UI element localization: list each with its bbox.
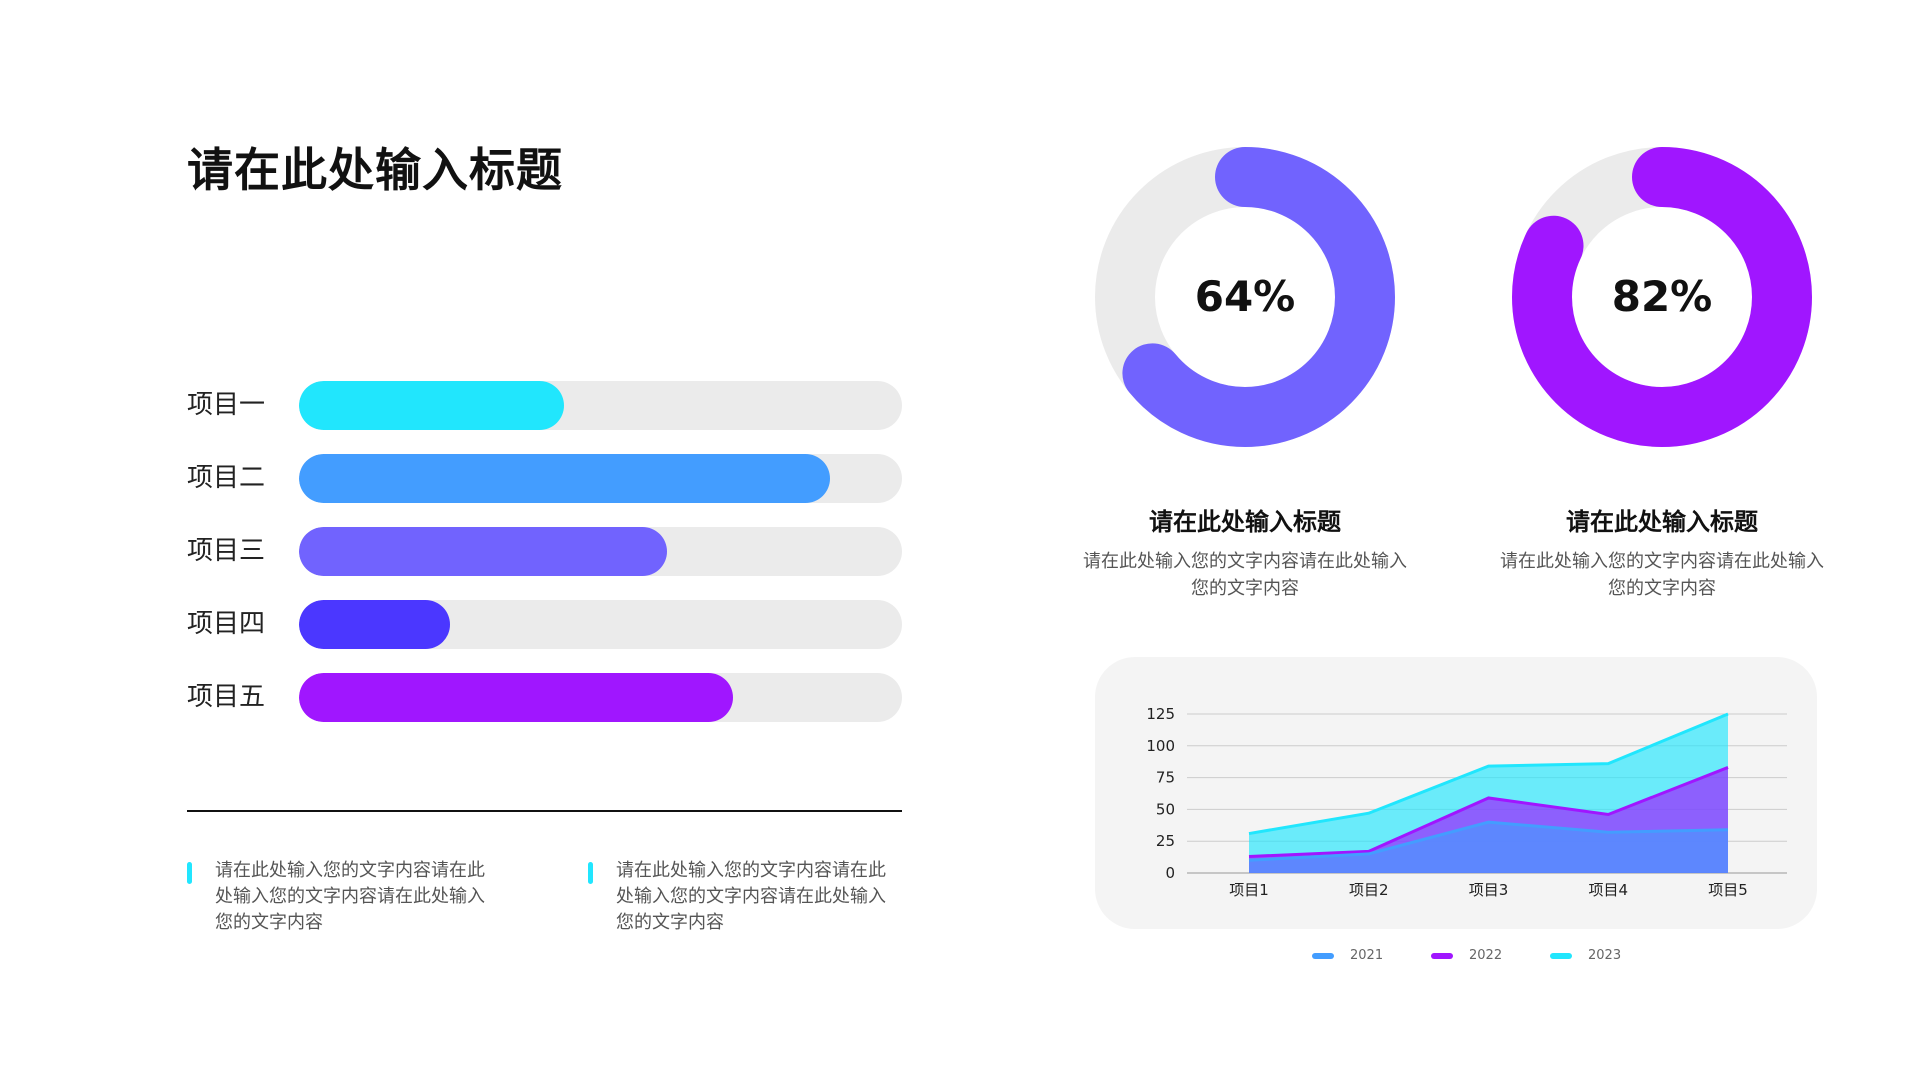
donut-title: 请在此处输入标题 xyxy=(1149,508,1341,536)
y-tick-label: 100 xyxy=(1146,737,1175,755)
bar-label: 项目一 xyxy=(187,390,266,420)
legend-swatch xyxy=(1312,953,1334,959)
y-tick-label: 0 xyxy=(1165,864,1175,882)
donut-percent: 82% xyxy=(1611,272,1713,321)
y-tick-label: 25 xyxy=(1156,832,1175,850)
donut-description: 请在此处输入您的文字内容请在此处输入您的文字内容 xyxy=(1500,551,1824,599)
x-tick-label: 项目5 xyxy=(1708,881,1748,899)
note-text: 请在此处输入您的文字内容请在此处输入您的文字内容请在此处输入您的文字内容 xyxy=(215,860,485,933)
x-tick-label: 项目1 xyxy=(1229,881,1269,899)
accent-mark xyxy=(588,862,593,884)
x-tick-label: 项目2 xyxy=(1349,881,1389,899)
bar-label: 项目五 xyxy=(187,682,266,712)
bar-label: 项目二 xyxy=(187,463,266,493)
donut-arc xyxy=(1095,147,1395,447)
legend-label: 2023 xyxy=(1588,948,1622,963)
donut-svg xyxy=(1095,147,1395,447)
bar-fill xyxy=(299,454,830,503)
bar-fill xyxy=(299,381,565,430)
series-line-2023 xyxy=(1248,712,1729,836)
x-tick-label: 项目3 xyxy=(1469,881,1509,899)
bar-track xyxy=(299,454,902,503)
bar-track xyxy=(299,673,902,722)
bar-label: 项目四 xyxy=(187,609,266,639)
y-tick-label: 125 xyxy=(1146,705,1175,723)
x-tick-label: 项目4 xyxy=(1588,881,1628,899)
legend-label: 2021 xyxy=(1350,948,1384,963)
donut-title: 请在此处输入标题 xyxy=(1566,508,1758,536)
legend-swatch xyxy=(1550,953,1572,959)
donut-arc xyxy=(1512,147,1812,447)
legend-label: 2022 xyxy=(1469,948,1503,963)
bar-fill xyxy=(299,600,450,649)
y-tick-label: 75 xyxy=(1156,769,1175,787)
accent-mark xyxy=(187,862,192,884)
bar-track xyxy=(299,381,902,430)
legend-swatch xyxy=(1431,953,1453,959)
page-title: 请在此处输入标题 xyxy=(187,143,563,197)
note-text: 请在此处输入您的文字内容请在此处输入您的文字内容请在此处输入您的文字内容 xyxy=(616,860,886,933)
series-area-2021 xyxy=(1249,822,1728,873)
donut-description: 请在此处输入您的文字内容请在此处输入您的文字内容 xyxy=(1083,551,1407,599)
bar-fill xyxy=(299,673,734,722)
bar-row: 项目二 xyxy=(187,454,902,503)
bar-track xyxy=(299,600,902,649)
bar-row: 项目三 xyxy=(187,527,902,576)
donut-percent: 64% xyxy=(1194,272,1296,321)
bar-row: 项目一 xyxy=(187,381,902,430)
bar-track xyxy=(299,527,902,576)
y-tick-label: 50 xyxy=(1156,800,1175,818)
series-line-2022 xyxy=(1248,766,1729,858)
bar-fill xyxy=(299,527,667,576)
bar-row: 项目五 xyxy=(187,673,902,722)
donut-svg xyxy=(1512,147,1812,447)
donut-chart: 82% xyxy=(1512,147,1812,447)
section-divider xyxy=(187,810,902,812)
bar-row: 项目四 xyxy=(187,600,902,649)
series-line-2021 xyxy=(1248,820,1729,862)
bar-label: 项目三 xyxy=(187,536,266,566)
donut-chart: 64% xyxy=(1095,147,1395,447)
